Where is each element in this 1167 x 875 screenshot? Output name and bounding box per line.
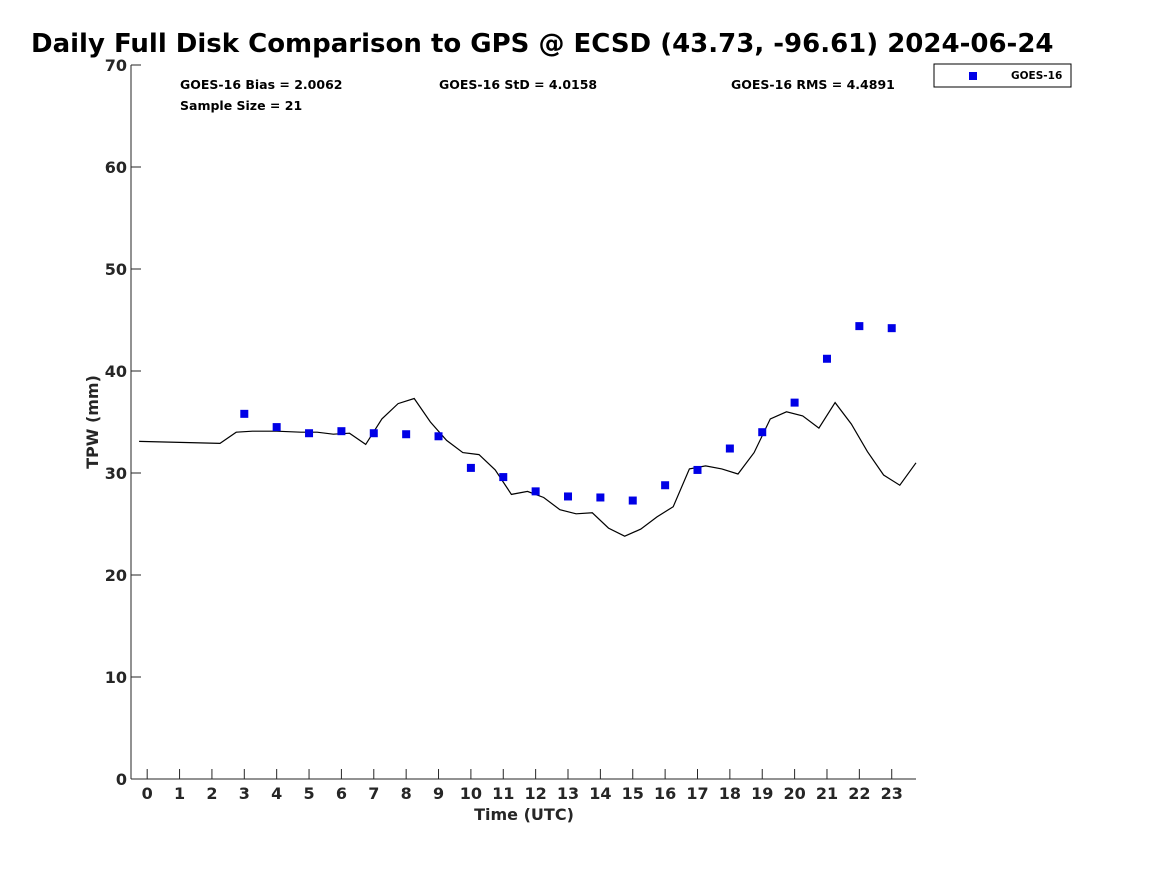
x-axis-ticks: 0 1 2 3 4 5 6 7 8 9 10 11 12 13 14 15 16 17 18 19 20 21 22 23 bbox=[142, 769, 903, 803]
x-tick-label: 20 bbox=[783, 784, 805, 803]
goes16-marker-layer bbox=[240, 322, 896, 505]
y-tick-label: 30 bbox=[105, 464, 127, 483]
goes16-data-point bbox=[855, 322, 864, 331]
x-tick-label: 14 bbox=[589, 784, 611, 803]
x-tick-label: 10 bbox=[460, 784, 482, 803]
x-axis-label: Time (UTC) bbox=[474, 805, 574, 824]
x-tick-label: 17 bbox=[686, 784, 708, 803]
goes16-data-point bbox=[661, 481, 670, 490]
goes16-data-point bbox=[337, 427, 346, 436]
goes16-data-point bbox=[499, 473, 508, 482]
y-axis-label: TPW (mm) bbox=[83, 375, 102, 469]
goes16-data-point bbox=[887, 324, 896, 333]
y-tick-label: 50 bbox=[105, 260, 127, 279]
x-tick-label: 3 bbox=[239, 784, 250, 803]
x-tick-label: 19 bbox=[751, 784, 773, 803]
x-tick-label: 15 bbox=[622, 784, 644, 803]
y-tick-label: 10 bbox=[105, 668, 127, 687]
goes16-data-point bbox=[758, 428, 767, 437]
x-tick-label: 23 bbox=[881, 784, 903, 803]
goes16-data-point bbox=[564, 492, 573, 501]
y-tick-label: 40 bbox=[105, 362, 127, 381]
goes16-data-point bbox=[790, 398, 799, 407]
x-tick-label: 12 bbox=[525, 784, 547, 803]
x-tick-label: 7 bbox=[368, 784, 379, 803]
y-tick-label: 60 bbox=[105, 158, 127, 177]
chart-title: Daily Full Disk Comparison to GPS @ ECSD… bbox=[31, 29, 1054, 59]
legend-box bbox=[933, 63, 1072, 88]
x-tick-label: 18 bbox=[719, 784, 741, 803]
y-tick-label: 0 bbox=[116, 770, 127, 789]
goes16-data-point bbox=[822, 354, 831, 363]
x-tick-label: 21 bbox=[816, 784, 838, 803]
goes16-data-point bbox=[531, 487, 540, 496]
x-tick-label: 0 bbox=[142, 784, 153, 803]
goes16-data-point bbox=[402, 430, 411, 439]
legend-label: GOES-16 bbox=[1011, 70, 1062, 82]
x-tick-label: 13 bbox=[557, 784, 579, 803]
x-tick-label: 22 bbox=[848, 784, 870, 803]
goes16-data-point bbox=[305, 429, 314, 438]
legend: GOES-16 bbox=[933, 63, 1072, 88]
y-axis-ticks: 0 10 20 30 40 50 60 70 bbox=[105, 56, 141, 789]
x-tick-label: 5 bbox=[303, 784, 314, 803]
x-tick-label: 1 bbox=[174, 784, 185, 803]
std-stat: GOES-16 StD = 4.0158 bbox=[439, 77, 597, 92]
x-tick-label: 4 bbox=[271, 784, 282, 803]
legend-square-marker bbox=[969, 72, 977, 80]
y-tick-label: 70 bbox=[105, 56, 127, 75]
x-tick-label: 9 bbox=[433, 784, 444, 803]
goes16-data-point bbox=[240, 409, 249, 418]
goes16-data-point bbox=[272, 423, 281, 432]
sample-size-stat: Sample Size = 21 bbox=[180, 98, 302, 113]
rms-stat: GOES-16 RMS = 4.4891 bbox=[731, 77, 895, 92]
goes16-data-point bbox=[628, 496, 637, 505]
x-tick-label: 2 bbox=[206, 784, 217, 803]
x-tick-label: 6 bbox=[336, 784, 347, 803]
goes16-data-point bbox=[725, 444, 734, 453]
goes16-data-point bbox=[693, 465, 702, 474]
goes16-data-point bbox=[466, 463, 475, 472]
y-tick-label: 20 bbox=[105, 566, 127, 585]
goes16-data-point bbox=[434, 432, 443, 441]
plot-area bbox=[131, 65, 916, 779]
x-tick-label: 16 bbox=[654, 784, 676, 803]
goes16-data-point bbox=[369, 429, 378, 438]
gps-series-line bbox=[139, 397, 917, 537]
bias-stat: GOES-16 Bias = 2.0062 bbox=[180, 77, 342, 92]
gps-line-layer bbox=[139, 397, 917, 537]
x-tick-label: 8 bbox=[401, 784, 412, 803]
goes16-data-point bbox=[596, 493, 605, 502]
x-tick-label: 11 bbox=[492, 784, 514, 803]
